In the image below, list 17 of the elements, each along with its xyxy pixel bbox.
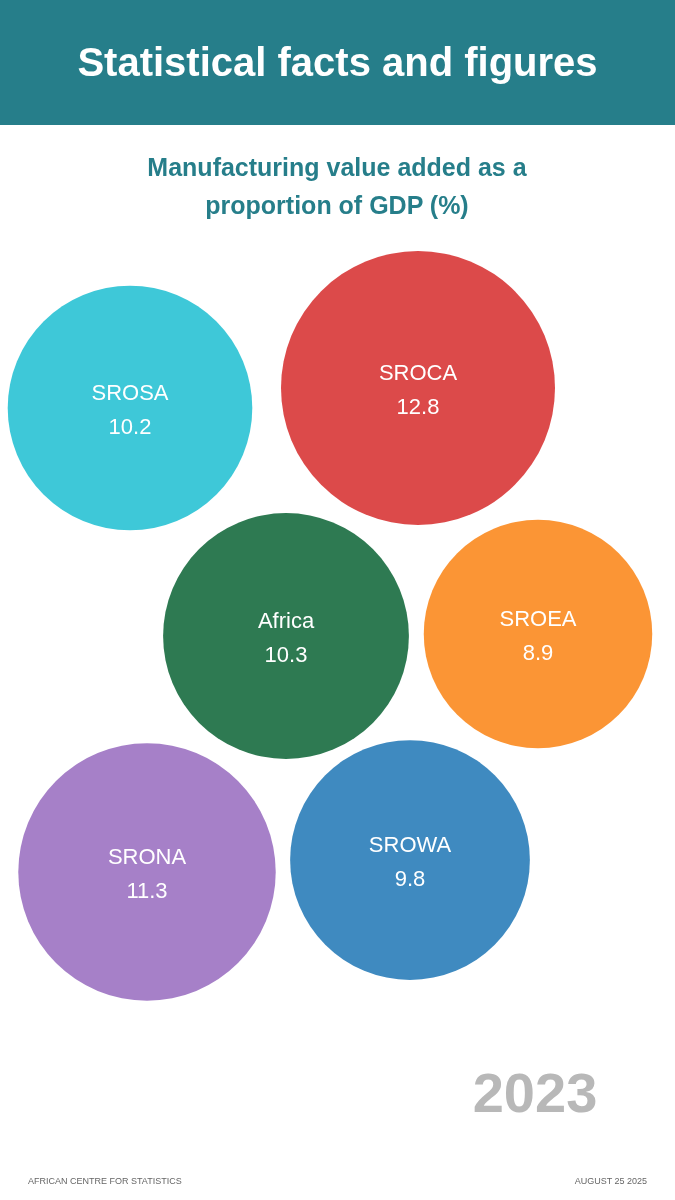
category-label: SRONA [107, 844, 187, 869]
category-label: SROWA [368, 832, 452, 857]
data-label: 11.3 [126, 878, 168, 903]
text: 2023 [471, 1060, 599, 1125]
text: Statistical facts and figures [77, 40, 598, 85]
text: AFRICAN CENTRE FOR STATISTICS [28, 1176, 182, 1186]
text: Manufacturing value added as a proportion of GDP (%) [146, 152, 528, 221]
category-label: SROSA [91, 380, 169, 405]
category-label: Africa [257, 608, 315, 633]
data-label: 10.3 [264, 642, 308, 667]
data-label: 9.8 [394, 866, 426, 891]
data-label: 8.9 [522, 640, 554, 665]
data-label: 12.8 [396, 394, 440, 419]
category-label: SROCA [378, 360, 458, 385]
data-label: 10.2 [108, 414, 152, 439]
category-label: SROEA [499, 606, 577, 631]
text: AUGUST 25 2025 [574, 1176, 647, 1186]
